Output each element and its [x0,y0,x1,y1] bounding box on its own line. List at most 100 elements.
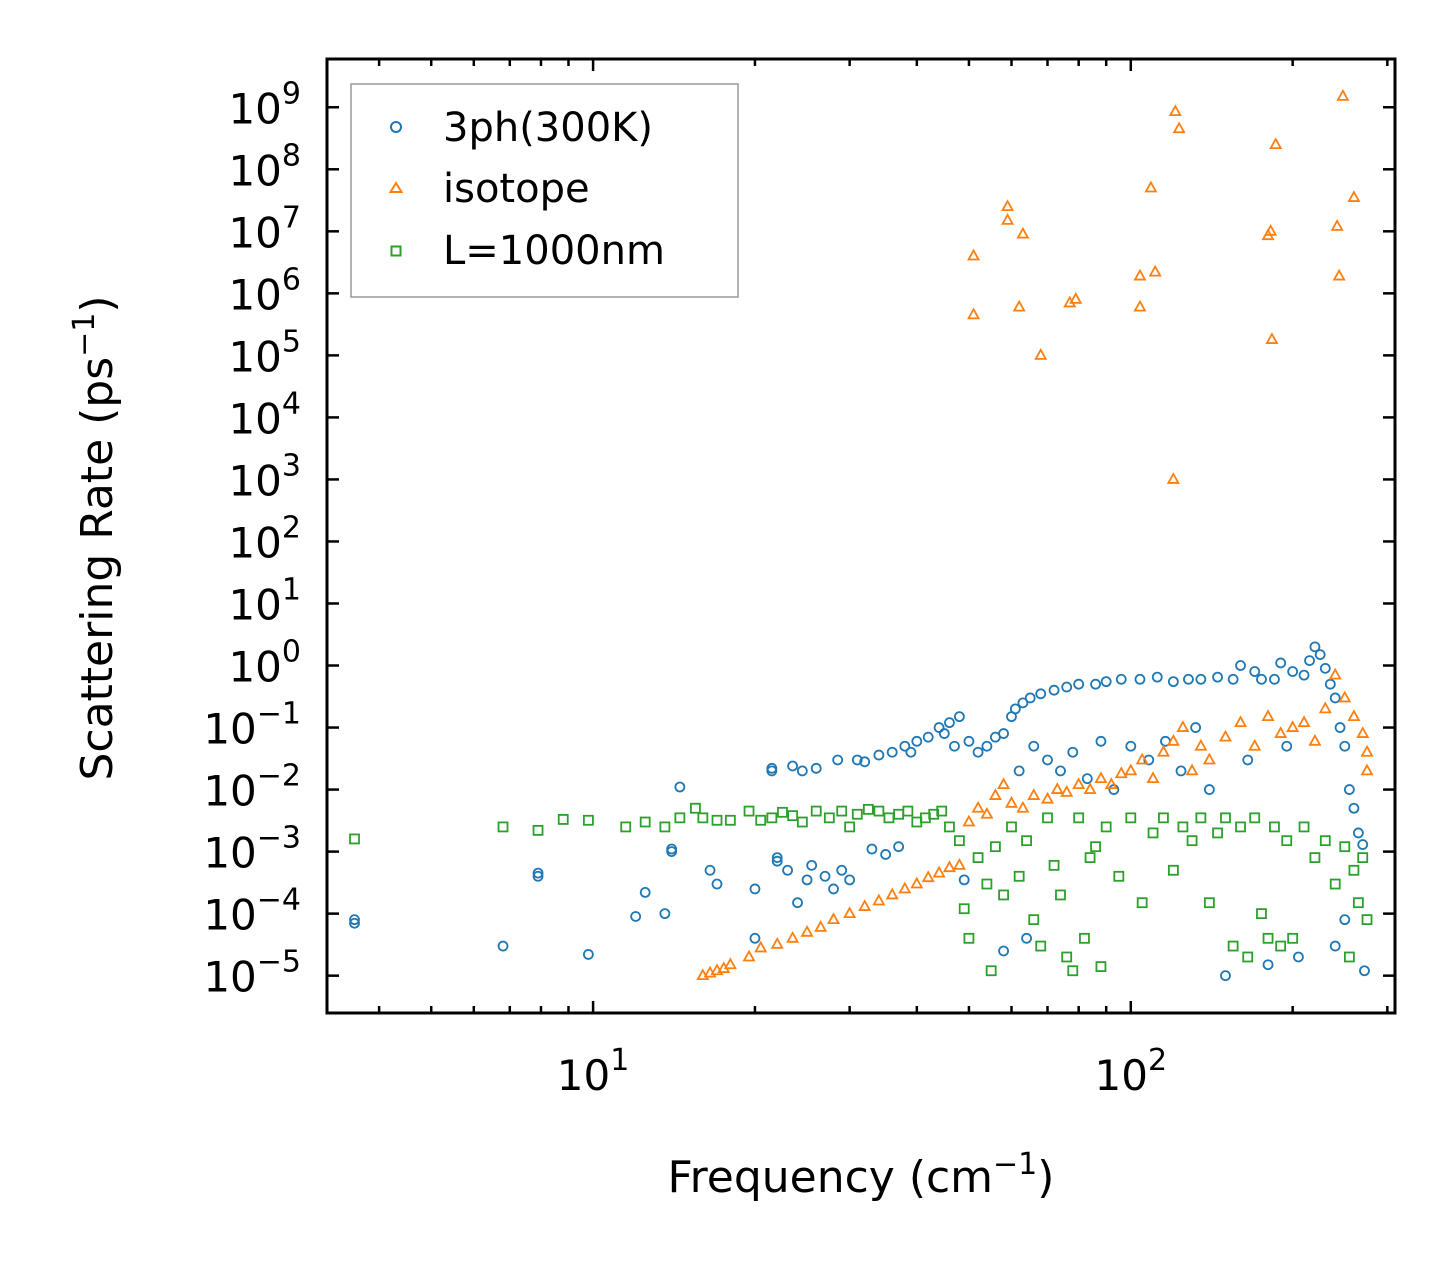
data-point-circle [787,760,799,772]
data-point-triangle [1248,738,1262,751]
y-tick-label: 10−3 [203,821,301,878]
y-tick-exponent: −2 [257,759,301,794]
data-point-circle [1275,657,1287,669]
data-point-square [1042,812,1053,824]
data-point-circle [704,864,716,876]
data-point-square [1212,827,1223,839]
data-point-square [1220,812,1231,824]
data-point-circle [998,945,1009,957]
data-point-circle [1249,666,1261,677]
data-point-square [724,814,736,826]
data-point-triangle [1069,292,1083,304]
data-point-circle [866,843,878,855]
data-point-square [1298,821,1310,833]
data-point-square [1147,827,1159,839]
y-tick-label: 10−2 [203,759,301,816]
data-point-square [1006,821,1017,833]
data-point-square [1073,812,1085,824]
data-point-square [1186,835,1198,847]
data-point-square [532,824,544,836]
data-point-circle [893,841,905,853]
data-point-circle [349,917,360,929]
data-point-square [620,821,632,833]
data-point-triangle [1347,709,1361,722]
data-point-square [998,889,1009,901]
data-point-square [810,805,822,817]
data-point-square [639,816,651,828]
data-point-triangle [962,814,976,827]
data-point-square [1158,812,1169,824]
y-tick-exponent: 5 [282,324,301,359]
data-point-circle [349,914,360,926]
data-point-circle [1329,692,1341,704]
data-point-triangle [1040,791,1055,804]
data-point-square [582,814,594,826]
y-axis-title: Scattering Rate (ps−1) [67,295,123,780]
data-point-triangle [1060,785,1074,797]
data-point-circle [782,864,793,876]
data-point-circle [1352,827,1364,839]
y-tick-exponent: 0 [282,635,301,670]
y-tick-label: 100 [228,635,301,692]
data-point-triangle [1185,763,1199,776]
data-point-circle [801,874,813,886]
data-point-square [711,814,723,826]
data-point-circle [532,867,544,879]
data-point-square [851,808,863,820]
y-tick-label: 109 [228,76,301,133]
data-point-triangle [942,860,956,873]
data-point-square [697,812,709,824]
data-point-circle [958,874,970,886]
data-point-square [944,821,955,833]
data-point-circle [1190,722,1202,733]
data-point-circle [1048,684,1060,696]
data-point-circle [810,762,822,774]
data-point-circle [1235,660,1246,671]
y-tick-base: 10 [203,953,256,1002]
data-point-square [777,806,788,818]
data-point-square [989,841,1001,853]
y-tick-exponent: 2 [282,510,301,545]
x-tick-label: 102 [1095,1043,1168,1100]
data-point-square [823,812,835,824]
data-point-triangle [1166,472,1180,484]
data-point-circle [1359,965,1370,977]
data-points [349,88,1374,982]
data-point-square [862,803,874,815]
data-point-circle [497,940,509,952]
data-point-square [1035,940,1047,952]
data-point-triangle [1347,190,1361,202]
y-tick-label: 106 [228,262,301,319]
y-tick-label: 10−4 [203,883,301,940]
y-tick-base: 10 [228,208,281,257]
y-tick-exponent: −1 [257,697,301,732]
legend-label-isotope: isotope [443,166,590,212]
data-point-square [1125,812,1137,824]
data-point-circle [666,846,678,858]
data-point-square [755,814,767,826]
data-point-circle [1304,655,1315,667]
data-point-circle [1134,673,1146,685]
data-point-circle [749,932,761,944]
data-point-triangle [898,881,912,894]
data-point-circle [711,878,723,890]
data-point-circle [766,765,778,777]
data-point-triangle [1144,180,1158,193]
data-point-circle [873,749,885,761]
data-point-square [1262,932,1274,944]
y-tick-exponent: −3 [257,821,301,856]
legend-label-boundary: L=1000nm [443,228,665,274]
data-point-triangle [1360,744,1374,757]
data-point-circle [938,728,950,739]
data-point-square [1113,870,1125,882]
legend-marker-isotope [388,181,404,193]
data-point-circle [1298,669,1310,681]
data-point-circle [1262,959,1274,971]
data-point-circle [1329,940,1341,952]
data-point-circle [905,746,917,758]
data-point-triangle [1274,726,1288,738]
y-tick-label: 10−5 [203,945,301,1002]
data-point-square [787,810,799,822]
data-point-square [1343,951,1355,963]
